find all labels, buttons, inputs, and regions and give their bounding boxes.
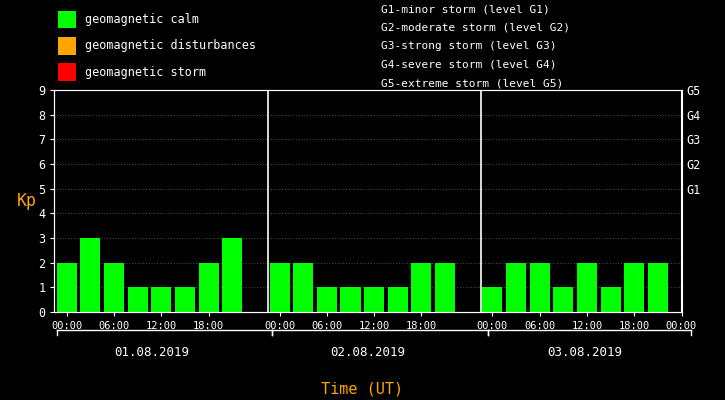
Bar bbox=[57, 263, 77, 312]
Bar bbox=[317, 287, 337, 312]
Bar bbox=[58, 10, 76, 28]
Bar bbox=[175, 287, 195, 312]
Text: geomagnetic calm: geomagnetic calm bbox=[85, 13, 199, 26]
Bar bbox=[58, 63, 76, 81]
Bar bbox=[506, 263, 526, 312]
Bar bbox=[128, 287, 148, 312]
Bar bbox=[293, 263, 313, 312]
Bar bbox=[600, 287, 621, 312]
Bar bbox=[199, 263, 219, 312]
Bar bbox=[411, 263, 431, 312]
Bar bbox=[223, 238, 242, 312]
Text: G1-minor storm (level G1): G1-minor storm (level G1) bbox=[381, 4, 550, 14]
Text: G2-moderate storm (level G2): G2-moderate storm (level G2) bbox=[381, 23, 570, 33]
Bar bbox=[553, 287, 573, 312]
Text: 03.08.2019: 03.08.2019 bbox=[547, 346, 622, 359]
Bar bbox=[529, 263, 550, 312]
Y-axis label: Kp: Kp bbox=[17, 192, 37, 210]
Bar bbox=[364, 287, 384, 312]
Bar bbox=[152, 287, 171, 312]
Bar bbox=[388, 287, 408, 312]
Bar bbox=[577, 263, 597, 312]
Bar bbox=[435, 263, 455, 312]
Bar bbox=[624, 263, 645, 312]
Bar bbox=[270, 263, 289, 312]
Bar bbox=[104, 263, 124, 312]
Text: G4-severe storm (level G4): G4-severe storm (level G4) bbox=[381, 60, 556, 70]
Bar bbox=[482, 287, 502, 312]
Bar bbox=[341, 287, 360, 312]
Bar bbox=[80, 238, 101, 312]
Bar bbox=[58, 37, 76, 54]
Text: Time (UT): Time (UT) bbox=[321, 381, 404, 396]
Text: G3-strong storm (level G3): G3-strong storm (level G3) bbox=[381, 41, 556, 51]
Text: geomagnetic storm: geomagnetic storm bbox=[85, 66, 206, 79]
Bar bbox=[648, 263, 668, 312]
Text: geomagnetic disturbances: geomagnetic disturbances bbox=[85, 39, 256, 52]
Text: 01.08.2019: 01.08.2019 bbox=[114, 346, 188, 359]
Text: G5-extreme storm (level G5): G5-extreme storm (level G5) bbox=[381, 78, 563, 88]
Text: 02.08.2019: 02.08.2019 bbox=[331, 346, 405, 359]
